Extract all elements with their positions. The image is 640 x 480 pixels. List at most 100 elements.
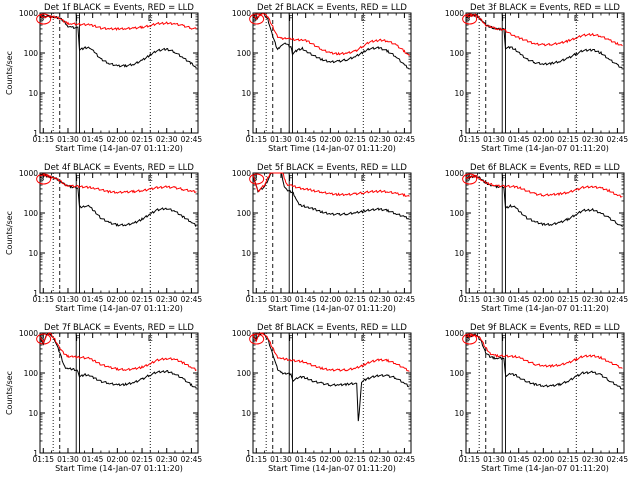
x-tick-label: 01:15: [32, 295, 54, 304]
plot-frame: [252, 172, 412, 294]
x-tick-label: 02:45: [181, 295, 203, 304]
y-tick-label: 10: [28, 89, 38, 98]
chart-panel-9: Det 9f BLACK = Events, RED = LLD 1 10 100 10…: [445, 323, 629, 473]
chart-panel-2: Det 2f BLACK = Events, RED = LLD 1 10 100 10…: [232, 3, 416, 153]
red-circle-marker: [462, 13, 478, 25]
event-marker-s: S: [39, 334, 44, 343]
chart-title: Det 5f BLACK = Events, RED = LLD: [257, 163, 407, 173]
event-marker-f: F: [502, 174, 507, 183]
y-tick-label: 10: [454, 89, 464, 98]
chart-title: Det 3f BLACK = Events, RED = LLD: [470, 3, 620, 13]
chart-panel-6: Det 6f BLACK = Events, RED = LLD 1 10 100 10…: [445, 163, 629, 313]
x-tick-label: 01:30: [483, 455, 505, 464]
red-circle-marker: [249, 173, 265, 185]
chart-title: Det 1f BLACK = Events, RED = LLD: [44, 3, 194, 13]
red-circle-marker: [249, 333, 265, 345]
y-tick-label: 1000: [19, 9, 38, 18]
x-tick-label: 02:30: [369, 295, 391, 304]
x-tick-label: 02:45: [607, 295, 629, 304]
y-tick-label: 1: [459, 449, 464, 458]
x-tick-label: 02:30: [156, 135, 178, 144]
series-line-lld-red: [39, 174, 197, 194]
x-tick-label: 02:30: [582, 455, 604, 464]
event-marker-e: E: [574, 334, 579, 343]
chart-panel-8: Det 8f BLACK = Events, RED = LLD 1 10 100 10…: [232, 323, 416, 473]
plot-frame: [252, 12, 412, 134]
y-axis-label: Counts/sec: [5, 211, 14, 255]
plot-frame: [39, 332, 199, 454]
y-tick-label: 1000: [232, 329, 251, 338]
y-tick-label: 1: [33, 129, 38, 138]
y-tick-label: 1000: [19, 329, 38, 338]
y-axis-label: Counts/sec: [5, 51, 14, 95]
chart-panel-3: Det 3f BLACK = Events, RED = LLD 1 10 100 10…: [445, 3, 629, 153]
x-tick-label: 02:15: [557, 455, 579, 464]
x-tick-label: 01:15: [458, 135, 480, 144]
event-marker-s: S: [465, 14, 470, 23]
series-line-events-black: [39, 331, 197, 389]
x-tick-label: 01:15: [458, 455, 480, 464]
event-marker-s: S: [39, 174, 44, 183]
x-tick-label: 02:15: [344, 455, 366, 464]
event-marker-f: F: [289, 174, 294, 183]
y-tick-label: 1000: [232, 169, 251, 178]
x-tick-label: 01:45: [295, 135, 317, 144]
x-tick-label: 02:30: [156, 295, 178, 304]
y-tick-label: 10: [241, 249, 251, 258]
x-tick-label: 02:15: [131, 455, 153, 464]
chart-panel-5: Det 5f BLACK = Events, RED = LLD 1 10 100 10…: [232, 163, 416, 313]
event-marker-e: E: [148, 334, 153, 343]
series-line-events-black: [465, 175, 623, 228]
x-tick-label: 01:15: [245, 295, 267, 304]
x-axis-label: Start Time (14-Jan-07 01:11:20): [481, 144, 609, 153]
x-tick-label: 02:45: [394, 455, 416, 464]
chart-title: Det 4f BLACK = Events, RED = LLD: [44, 163, 194, 173]
x-tick-label: 02:45: [181, 135, 203, 144]
y-tick-label: 100: [450, 369, 465, 378]
x-tick-label: 02:45: [607, 135, 629, 144]
event-marker-f: F: [76, 174, 81, 183]
x-tick-label: 01:30: [270, 455, 292, 464]
series-line-events-black: [465, 333, 623, 390]
x-tick-label: 02:15: [344, 295, 366, 304]
plot-frame: [465, 12, 625, 134]
y-tick-label: 1000: [445, 9, 464, 18]
x-tick-label: 02:15: [557, 295, 579, 304]
x-tick-label: 01:15: [32, 135, 54, 144]
event-marker-f: F: [76, 334, 81, 343]
x-tick-label: 01:30: [483, 135, 505, 144]
event-marker-s: S: [252, 14, 257, 23]
x-tick-label: 02:00: [320, 455, 342, 464]
series-line-lld-red: [465, 174, 623, 198]
chart-panel-4: Det 4f BLACK = Events, RED = LLD 1 10 100 10…: [5, 163, 202, 313]
red-circle-marker: [249, 13, 265, 25]
x-tick-label: 02:15: [557, 135, 579, 144]
x-axis-label: Start Time (14-Jan-07 01:11:20): [55, 464, 183, 473]
x-tick-label: 02:15: [344, 135, 366, 144]
x-axis-label: Start Time (14-Jan-07 01:11:20): [481, 304, 609, 313]
x-tick-label: 01:45: [82, 295, 104, 304]
y-tick-label: 10: [454, 249, 464, 258]
series-line-lld-red: [252, 12, 410, 57]
event-marker-e: E: [148, 14, 153, 23]
x-tick-label: 02:30: [156, 455, 178, 464]
y-tick-label: 10: [28, 409, 38, 418]
series-line-events-black: [39, 14, 197, 69]
series-line-lld-red: [465, 13, 623, 47]
series-line-events-black: [39, 173, 197, 227]
x-axis-label: Start Time (14-Jan-07 01:11:20): [481, 464, 609, 473]
x-tick-label: 01:45: [295, 295, 317, 304]
x-tick-label: 01:45: [508, 135, 530, 144]
y-tick-label: 10: [241, 409, 251, 418]
series-line-events-black: [252, 331, 410, 422]
event-marker-f: F: [502, 14, 507, 23]
y-tick-label: 100: [237, 369, 252, 378]
x-tick-label: 02:00: [533, 455, 555, 464]
red-circle-marker: [462, 173, 478, 185]
y-tick-label: 100: [450, 49, 465, 58]
x-axis-label: Start Time (14-Jan-07 01:11:20): [268, 144, 396, 153]
event-marker-e: E: [361, 334, 366, 343]
x-tick-label: 01:45: [508, 455, 530, 464]
y-tick-label: 100: [24, 49, 39, 58]
x-tick-label: 01:15: [245, 455, 267, 464]
